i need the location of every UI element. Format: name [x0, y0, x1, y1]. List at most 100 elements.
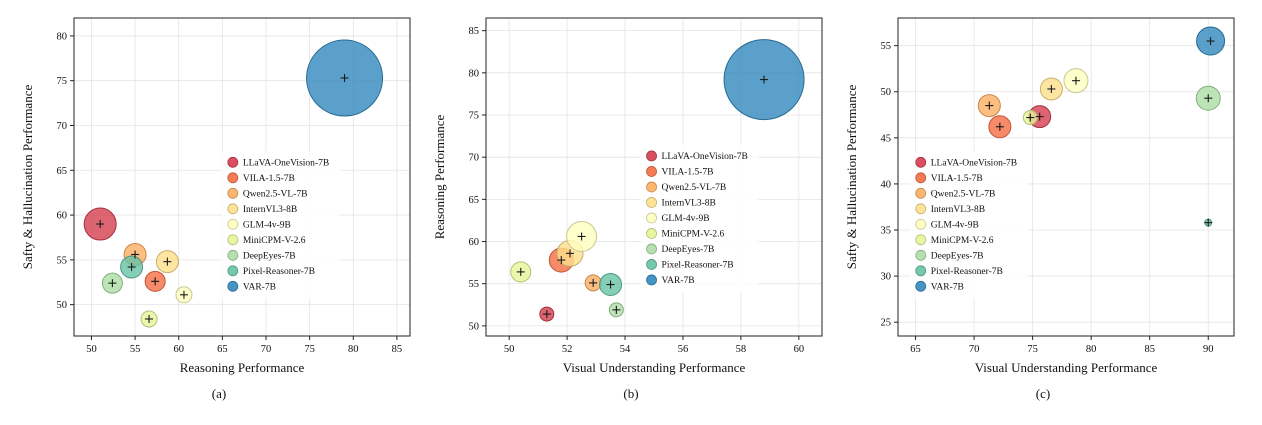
chart-panel-c: 65 70 75 80 85 90 25 30 35 40 45 50 55 Visual Underst…: [840, 4, 1246, 402]
svg-text:25: 25: [881, 318, 892, 329]
legend: LLaVA-OneVision-7B VILA-1.5-7B Qwen2.5-VL-…: [640, 145, 759, 293]
axis-ticks: 50 55 60 65 70 75 80 85 50 55 60 65 70 75 80: [57, 31, 403, 355]
svg-text:65: 65: [910, 344, 921, 355]
legend-label-LLaVA-OneVision-7B: LLaVA-OneVision-7B: [931, 158, 1017, 168]
chart-c-caption: (c): [1035, 386, 1051, 401]
svg-text:50: 50: [504, 344, 515, 355]
x-axis-label: Visual Understanding Performance: [975, 360, 1158, 375]
legend-label-Qwen2.5-VL-7B: Qwen2.5-VL-7B: [662, 183, 727, 193]
plot-frame: [73, 17, 411, 337]
legend-label-GLM-4v-9B: GLM-4v-9B: [931, 220, 979, 230]
svg-text:55: 55: [469, 279, 480, 290]
legend-label-InternVL3-8B: InternVL3-8B: [243, 205, 297, 215]
legend-label-VAR-7B: VAR-7B: [931, 282, 964, 292]
legend-label-VAR-7B: VAR-7B: [662, 276, 695, 286]
axis-ticks: 65 70 75 80 85 90 25 30 35 40 45 50 55: [881, 41, 1214, 355]
legend-label-DeepEyes-7B: DeepEyes-7B: [662, 245, 715, 255]
legend-label-VAR-7B: VAR-7B: [243, 282, 276, 292]
legend-swatch-Pixel-Reasoner-7B: [646, 259, 657, 270]
svg-text:85: 85: [469, 26, 480, 37]
legend-swatch-MiniCPM-V-2.6: [227, 234, 239, 246]
svg-text:55: 55: [57, 255, 68, 266]
svg-text:65: 65: [57, 166, 68, 177]
chart-panel-a: 50 55 60 65 70 75 80 85 50 55 60 65 70 75 80 Reasoning …: [16, 4, 422, 402]
svg-text:30: 30: [881, 272, 892, 283]
legend-swatch-VILA-1.5-7B: [646, 166, 657, 177]
plot-frame: [485, 17, 823, 337]
legend-label-Pixel-Reasoner-7B: Pixel-Reasoner-7B: [931, 267, 1003, 277]
svg-text:50: 50: [469, 321, 480, 332]
y-axis-label: Safty & Hallucination Performance: [844, 85, 859, 270]
y-axis-label: Safty & Hallucination Performance: [20, 85, 35, 270]
legend-swatch-DeepEyes-7B: [227, 249, 239, 261]
svg-text:55: 55: [881, 41, 892, 52]
legend-swatch-InternVL3-8B: [646, 197, 657, 208]
svg-text:52: 52: [562, 344, 573, 355]
svg-text:80: 80: [348, 344, 359, 355]
legend-label-Qwen2.5-VL-7B: Qwen2.5-VL-7B: [931, 189, 996, 199]
x-axis-label: Visual Understanding Performance: [563, 360, 746, 375]
svg-text:56: 56: [678, 344, 689, 355]
svg-text:45: 45: [881, 133, 892, 144]
legend-swatch-Pixel-Reasoner-7B: [915, 265, 927, 277]
legend-swatch-VILA-1.5-7B: [915, 172, 927, 184]
legend-label-GLM-4v-9B: GLM-4v-9B: [662, 214, 710, 224]
legend-swatch-LLaVA-OneVision-7B: [227, 156, 239, 168]
legend-label-MiniCPM-V-2.6: MiniCPM-V-2.6: [662, 229, 725, 239]
svg-text:70: 70: [57, 121, 68, 132]
legend-swatch-MiniCPM-V-2.6: [915, 234, 927, 246]
svg-text:60: 60: [794, 344, 805, 355]
svg-text:60: 60: [173, 344, 184, 355]
legend-swatch-Qwen2.5-VL-7B: [227, 187, 239, 199]
svg-text:60: 60: [57, 211, 68, 222]
legend-swatch-GLM-4v-9B: [646, 212, 657, 224]
svg-text:85: 85: [392, 344, 403, 355]
legend-swatch-Qwen2.5-VL-7B: [915, 187, 927, 199]
center-markers: [985, 37, 1215, 227]
legend-swatch-MiniCPM-V-2.6: [646, 228, 657, 239]
legend-label-Pixel-Reasoner-7B: Pixel-Reasoner-7B: [243, 267, 315, 277]
legend-swatch-InternVL3-8B: [915, 203, 927, 215]
svg-text:75: 75: [57, 76, 68, 87]
svg-text:58: 58: [736, 344, 747, 355]
legend-swatch-InternVL3-8B: [227, 203, 239, 215]
svg-text:50: 50: [57, 300, 68, 311]
svg-text:80: 80: [469, 68, 480, 79]
svg-text:75: 75: [1027, 344, 1038, 355]
legend-label-InternVL3-8B: InternVL3-8B: [931, 205, 985, 215]
chart-a-svg: 50 55 60 65 70 75 80 85 50 55 60 65 70 75 80 Reasoning …: [20, 17, 411, 375]
legend-swatch-Pixel-Reasoner-7B: [227, 265, 239, 277]
svg-text:80: 80: [57, 31, 68, 42]
plot-frame: [897, 17, 1235, 337]
svg-text:70: 70: [969, 344, 980, 355]
legend-swatch-VAR-7B: [915, 280, 927, 292]
legend-swatch-DeepEyes-7B: [646, 243, 657, 255]
legend-label-VILA-1.5-7B: VILA-1.5-7B: [931, 174, 983, 184]
svg-text:50: 50: [881, 87, 892, 98]
center-markers: [96, 74, 349, 323]
legend-swatch-VILA-1.5-7B: [227, 172, 239, 184]
axis-ticks: 50 52 54 56 58 60 50 55 60 65 70 75 80 85: [469, 26, 805, 355]
svg-text:65: 65: [469, 195, 480, 206]
legend-swatch-Qwen2.5-VL-7B: [646, 181, 657, 193]
svg-text:85: 85: [1144, 344, 1155, 355]
legend-label-LLaVA-OneVision-7B: LLaVA-OneVision-7B: [243, 158, 329, 168]
legend-label-DeepEyes-7B: DeepEyes-7B: [243, 251, 296, 261]
legend-swatch-LLaVA-OneVision-7B: [646, 150, 657, 162]
svg-text:75: 75: [304, 344, 315, 355]
svg-text:65: 65: [217, 344, 228, 355]
chart-panel-b: 50 52 54 56 58 60 50 55 60 65 70 75 80 85 Visual Under…: [428, 4, 834, 402]
legend-label-VILA-1.5-7B: VILA-1.5-7B: [243, 174, 295, 184]
legend: LLaVA-OneVision-7B VILA-1.5-7B Qwen2.5-VL-…: [909, 151, 1028, 300]
legend: LLaVA-OneVision-7B VILA-1.5-7B Qwen2.5-VL-…: [221, 151, 340, 300]
legend-swatch-VAR-7B: [227, 280, 239, 292]
chart-b-caption: (b): [623, 386, 639, 401]
svg-text:54: 54: [620, 344, 631, 355]
legend-label-MiniCPM-V-2.6: MiniCPM-V-2.6: [243, 236, 306, 246]
legend-label-Qwen2.5-VL-7B: Qwen2.5-VL-7B: [243, 189, 308, 199]
x-axis-label: Reasoning Performance: [180, 360, 305, 375]
legend-label-DeepEyes-7B: DeepEyes-7B: [931, 251, 984, 261]
legend-swatch-GLM-4v-9B: [227, 218, 239, 230]
legend-swatch-GLM-4v-9B: [915, 218, 927, 230]
